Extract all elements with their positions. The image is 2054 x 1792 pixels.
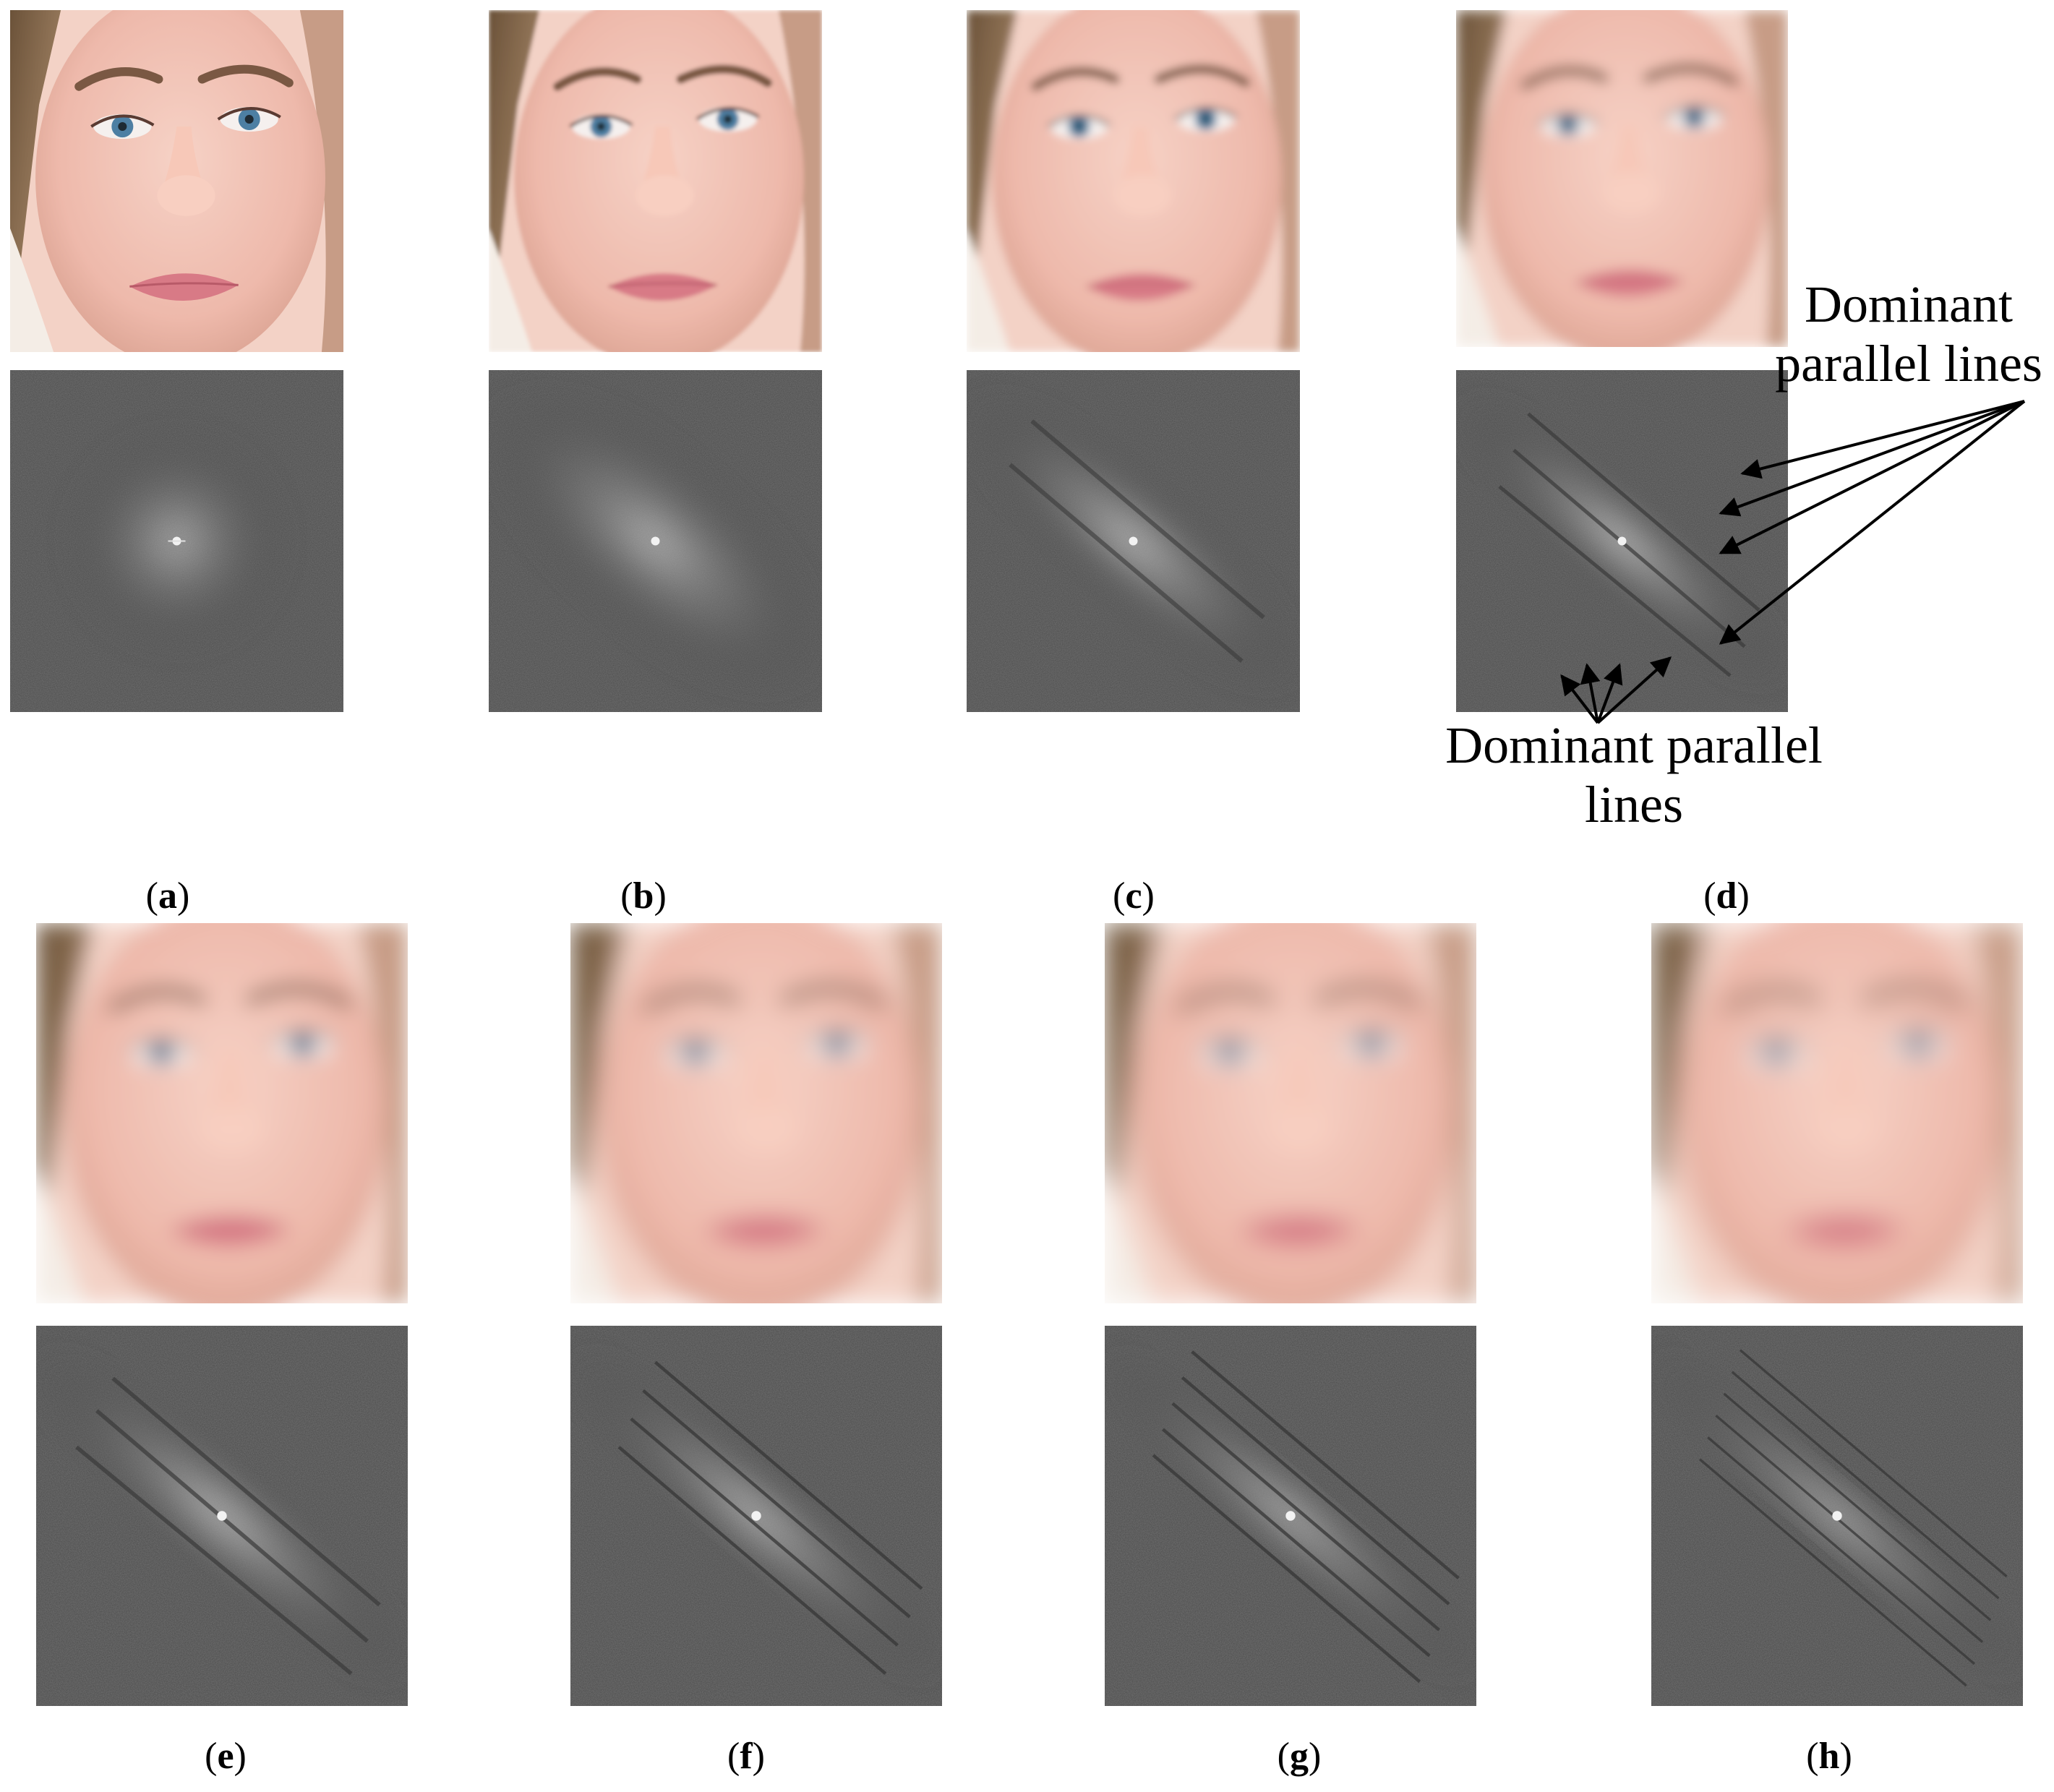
spectrum-image-b: [489, 370, 822, 712]
spectrum-image-c: [967, 370, 1300, 712]
spectrum-image-e: [36, 1326, 408, 1706]
face-image-c: [967, 10, 1300, 352]
caption-e: (e): [205, 1736, 247, 1777]
spectrum-image-a: [10, 370, 343, 712]
caption-h: (h): [1806, 1736, 1852, 1777]
spectrum-image-g: [1105, 1326, 1476, 1706]
spectrum-image-h: [1651, 1326, 2023, 1706]
annotation-right: Dominant parallel lines: [1775, 275, 2042, 393]
face-image-a: [10, 10, 343, 352]
caption-c: (c): [1113, 875, 1155, 917]
caption-b: (b): [620, 875, 667, 917]
caption-g: (g): [1277, 1736, 1322, 1777]
face-image-h: [1651, 923, 2023, 1303]
annotation-bottom: Dominant parallel lines: [1445, 716, 1823, 833]
face-image-b: [489, 10, 822, 352]
caption-d: (d): [1703, 875, 1750, 917]
face-image-e: [36, 923, 408, 1303]
spectrum-image-d: [1456, 370, 1788, 712]
caption-f: (f): [727, 1736, 765, 1777]
face-image-g: [1105, 923, 1476, 1303]
caption-a: (a): [145, 875, 190, 917]
spectrum-image-f: [570, 1326, 942, 1706]
face-image-d: [1456, 10, 1788, 347]
face-image-f: [570, 923, 942, 1303]
